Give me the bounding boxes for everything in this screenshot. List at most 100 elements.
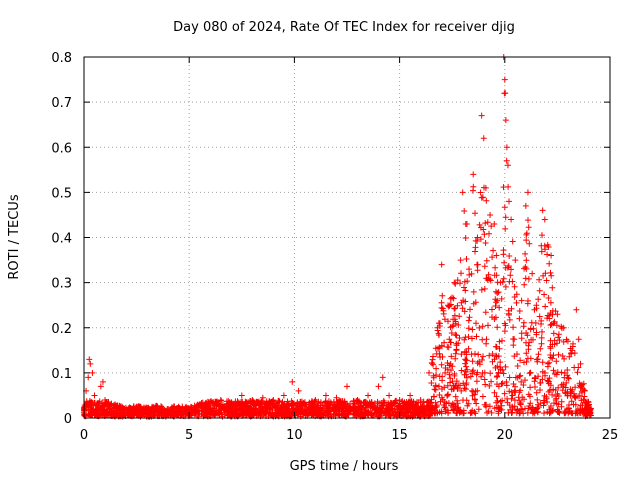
scatter-point xyxy=(312,396,319,403)
chart-title: Day 080 of 2024, Rate Of TEC Index for r… xyxy=(173,20,515,35)
scatter-point xyxy=(207,399,214,406)
scatter-point xyxy=(322,392,329,399)
scatter-point xyxy=(259,394,266,401)
x-axis-label: GPS time / hours xyxy=(290,459,399,474)
scatter-points-layer xyxy=(81,54,592,412)
scatter-point xyxy=(470,171,477,178)
scatter-point xyxy=(478,112,485,119)
scatter-point xyxy=(123,405,130,412)
scatter-point xyxy=(97,383,104,390)
scatter-point xyxy=(86,356,93,363)
x-tick-label: 20 xyxy=(497,428,514,443)
scatter-point xyxy=(524,189,531,196)
plot-frame xyxy=(83,56,611,419)
scatter-point xyxy=(474,234,481,241)
scatter-point xyxy=(585,401,592,408)
scatter-point xyxy=(154,403,161,410)
y-tick-label: 0.5 xyxy=(51,186,72,201)
scatter-point xyxy=(539,207,546,214)
scatter-point xyxy=(93,401,100,408)
y-tick-label: 0.2 xyxy=(51,322,72,337)
scatter-point xyxy=(573,306,580,313)
scatter-point xyxy=(165,405,172,412)
scatter-point xyxy=(365,392,372,399)
y-axis-label: ROTI / TECUs xyxy=(7,194,22,279)
scatter-point xyxy=(133,403,140,410)
scatter-point xyxy=(504,162,511,169)
scatter-point xyxy=(344,383,350,390)
scatter-point xyxy=(407,392,414,399)
scatter-point xyxy=(238,392,245,399)
x-tick-label: 15 xyxy=(391,428,408,443)
scatter-point xyxy=(502,90,509,97)
scatter-point xyxy=(581,387,588,394)
scatter-point xyxy=(91,392,98,399)
scatter-point xyxy=(564,338,571,345)
scatter-point xyxy=(354,396,361,403)
scatter-point xyxy=(463,220,470,227)
scatter-point xyxy=(186,405,193,412)
scatter-point xyxy=(569,347,576,354)
scatter-point xyxy=(466,266,473,273)
scatter-point xyxy=(379,374,386,381)
scatter-point xyxy=(87,360,94,367)
scatter-point xyxy=(502,117,509,124)
scatter-point xyxy=(417,396,424,403)
scatter-point xyxy=(280,392,287,399)
scatter-point xyxy=(196,401,203,408)
scatter-point xyxy=(175,403,182,410)
scatter-point xyxy=(512,257,519,264)
scatter-point xyxy=(217,396,224,403)
scatter-noise-cloud xyxy=(81,90,594,420)
scatter-point xyxy=(444,302,451,309)
scatter-point xyxy=(497,279,504,286)
tick-layer: 0 5 10 15 20 25 0 0.1 0.2 0.3 0.4 0.5 0.6 0.7 0.8 xyxy=(51,51,618,443)
scatter-point xyxy=(482,184,489,191)
scatter-point xyxy=(99,378,106,385)
x-tick-label: 25 xyxy=(602,428,619,443)
scatter-point xyxy=(529,270,536,277)
y-tick-label: 0.1 xyxy=(51,367,72,382)
x-tick-label: 0 xyxy=(80,428,88,443)
scatter-point xyxy=(487,211,494,218)
scatter-point xyxy=(270,396,277,403)
scatter-point xyxy=(506,198,513,205)
scatter-point xyxy=(533,302,540,309)
scatter-point xyxy=(375,383,382,390)
scatter-point xyxy=(396,396,403,403)
y-tick-label: 0.4 xyxy=(51,232,72,247)
y-tick-label: 0.7 xyxy=(51,96,72,111)
scatter-point xyxy=(522,202,529,209)
scatter-noise-layer xyxy=(81,90,594,420)
y-tick-label: 0.6 xyxy=(51,141,72,156)
scatter-point xyxy=(577,360,584,367)
scatter-point xyxy=(228,399,235,406)
scatter-point xyxy=(289,378,296,385)
grid-layer xyxy=(84,57,610,418)
scatter-point xyxy=(333,394,340,401)
scatter-point xyxy=(438,261,445,268)
y-tick-label: 0.3 xyxy=(51,277,72,292)
scatter-point xyxy=(85,374,92,381)
scatter-point xyxy=(518,297,525,304)
scatter-point xyxy=(426,369,433,376)
scatter-point xyxy=(457,257,464,264)
scatter-point xyxy=(114,403,121,410)
scatter-point xyxy=(301,399,308,406)
scatter-point xyxy=(493,252,500,259)
y-tick-label: 0 xyxy=(64,412,72,427)
scatter-point xyxy=(451,279,458,286)
scatter-point xyxy=(554,311,561,318)
scatter-point xyxy=(434,324,441,331)
scatter-point xyxy=(503,144,510,151)
scatter-point xyxy=(508,216,515,223)
scatter-point xyxy=(144,405,151,412)
scatter-point xyxy=(108,401,115,408)
scatter-point xyxy=(541,216,548,223)
scatter-point xyxy=(560,324,567,331)
scatter-point xyxy=(548,252,555,259)
scatter-point xyxy=(480,135,487,142)
scatter-point xyxy=(386,392,393,399)
